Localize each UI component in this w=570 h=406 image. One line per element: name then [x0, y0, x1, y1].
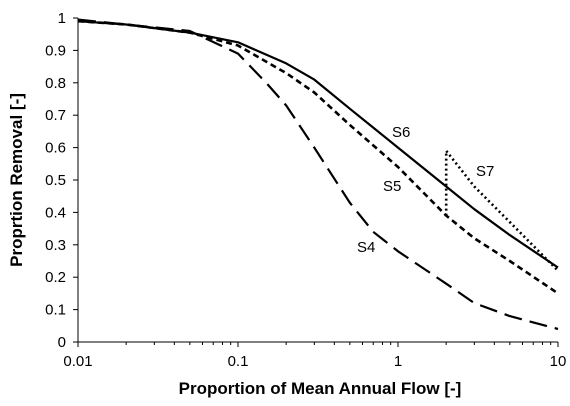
series-lines	[77, 18, 559, 331]
y-tick-label: 0.5	[45, 172, 66, 189]
x-tick-label: 10	[550, 353, 567, 370]
y-tick-label: 0.2	[45, 269, 66, 286]
y-tick-label: 1	[58, 10, 66, 27]
series-line-s6	[77, 20, 559, 269]
series-label-s5: S5	[383, 178, 401, 195]
series-label-s7: S7	[476, 163, 494, 180]
axes	[73, 17, 559, 347]
y-tick-label: 0.3	[45, 237, 66, 254]
tick-labels: 0 0.1 0.2 0.3 0.4 0.5 0.6 0.7 0.8 0.9 1 0.01 0.1 1 10	[45, 10, 566, 370]
y-tick-label: 0.8	[45, 75, 66, 92]
x-tick-label: 1	[394, 353, 402, 370]
series-line-s7	[444, 149, 559, 272]
x-tick-label: 0.1	[228, 353, 249, 370]
series-labels: S6 S5 S4 S7	[357, 124, 494, 256]
y-tick-label: 0.6	[45, 140, 66, 157]
y-tick-label: 0.9	[45, 42, 66, 59]
x-axis-title: Proportion of Mean Annual Flow [-]	[179, 379, 462, 398]
series-line-s4	[77, 18, 559, 331]
series-label-s6: S6	[392, 124, 410, 141]
y-axis-title: Proprtion Removal [-]	[7, 93, 26, 267]
series-line-s5	[77, 19, 559, 295]
x-tick-label: 0.01	[63, 353, 92, 370]
series-label-s4: S4	[357, 239, 375, 256]
y-tick-label: 0.1	[45, 302, 66, 319]
y-tick-label: 0	[58, 334, 66, 351]
y-tick-label: 0.4	[45, 204, 66, 221]
y-tick-label: 0.7	[45, 107, 66, 124]
